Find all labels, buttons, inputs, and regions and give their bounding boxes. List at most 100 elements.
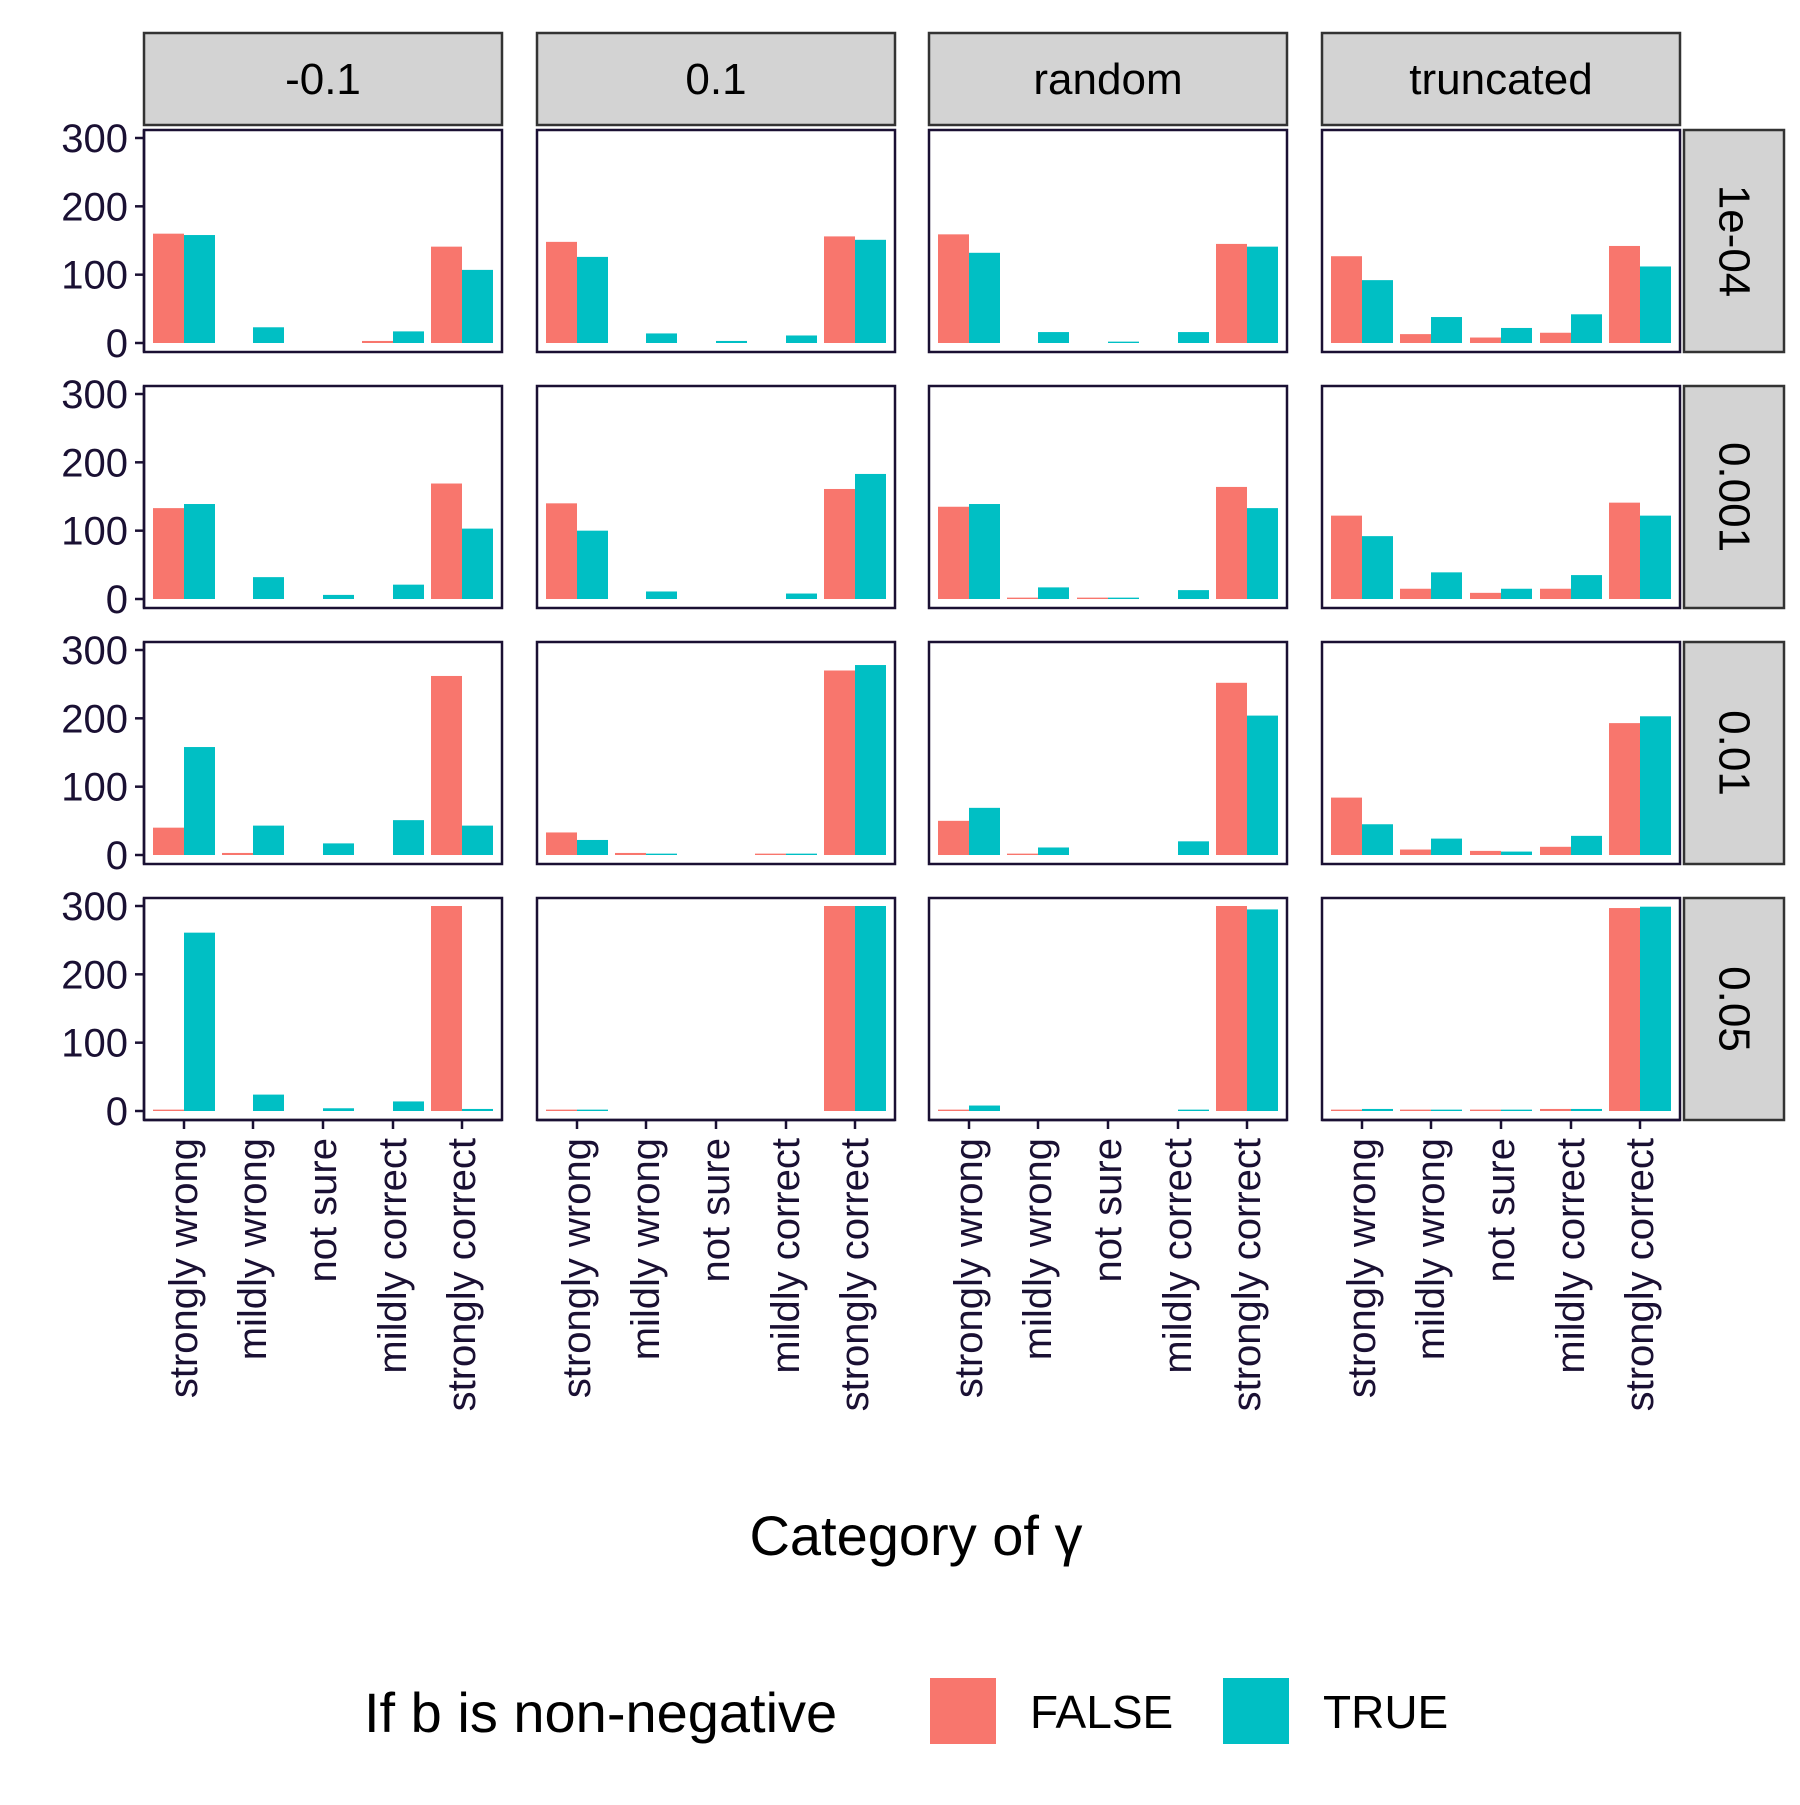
legend-entry-true: TRUE: [1223, 1678, 1448, 1744]
x-tick-label: strongly wrong: [555, 1138, 599, 1398]
panel-truncated-0.05: [1320, 896, 1682, 1122]
bar-true-strongly-wrong: [184, 504, 215, 599]
bar-false-mildly-wrong: [1400, 1109, 1431, 1111]
column-strip-background: [535, 31, 897, 127]
bar-false-strongly-correct: [824, 236, 855, 343]
column-strip-background: [142, 31, 504, 127]
bar-false-strongly-wrong: [1331, 256, 1362, 343]
row-strip: 1e-04: [1682, 128, 1786, 354]
bar-true-mildly-correct: [1571, 1108, 1602, 1111]
bar-true-mildly-wrong: [1038, 332, 1069, 343]
bar-false-strongly-wrong: [546, 241, 577, 343]
bar-true-strongly-wrong: [577, 256, 608, 343]
bar-true-not-sure: [323, 594, 354, 599]
bar-false-mildly-wrong: [1007, 853, 1038, 855]
y-tick-label: 300: [61, 373, 128, 417]
x-tick-label: mildly wrong: [624, 1138, 668, 1360]
x-tick-label: strongly correct: [833, 1138, 877, 1411]
panel-border: [1320, 384, 1682, 610]
y-tick-label: 300: [61, 629, 128, 673]
bar-true-mildly-wrong: [1431, 317, 1462, 343]
y-tick-label: 300: [61, 117, 128, 161]
bar-false-strongly-wrong: [546, 832, 577, 855]
bar-true-mildly-correct: [1178, 332, 1209, 343]
column-strip: -0.1: [142, 31, 504, 127]
bar-false-strongly-wrong: [153, 233, 184, 343]
y-tick-label: 200: [61, 441, 128, 485]
x-tick-label: not sure: [1479, 1138, 1523, 1283]
bar-false-strongly-correct: [1216, 243, 1247, 343]
legend-label: FALSE: [1030, 1686, 1173, 1738]
bar-false-strongly-correct: [431, 246, 462, 343]
bar-true-mildly-wrong: [1038, 587, 1069, 599]
bar-false-mildly-correct: [1540, 332, 1571, 343]
x-tick-label: mildly wrong: [1409, 1138, 1453, 1360]
bar-true-mildly-correct: [1571, 575, 1602, 599]
bar-true-not-sure: [323, 843, 354, 855]
x-tick-label: strongly wrong: [1340, 1138, 1384, 1398]
y-axis: 0 100 200 300: [61, 885, 146, 1134]
bar-false-mildly-wrong: [615, 852, 646, 855]
column-strip-label: -0.1: [285, 55, 361, 104]
y-tick-label: 0: [106, 1090, 128, 1134]
bar-true-strongly-wrong: [184, 235, 215, 343]
bar-false-strongly-wrong: [153, 1109, 184, 1111]
bar-false-not-sure: [1470, 1109, 1501, 1111]
legend-key: [1223, 1678, 1289, 1744]
bar-false-mildly-correct: [1540, 1108, 1571, 1111]
legend-title: If b is non-negative: [364, 1681, 837, 1744]
x-tick-label: not sure: [694, 1138, 738, 1283]
bar-true-mildly-wrong: [646, 333, 677, 343]
panel--0.1-0.001: [142, 384, 504, 610]
bar-true-mildly-correct: [393, 331, 424, 343]
bar-false-strongly-wrong: [153, 508, 184, 599]
panel-border: [1320, 640, 1682, 866]
y-tick-label: 100: [61, 766, 128, 810]
bar-true-strongly-wrong: [577, 530, 608, 599]
bar-true-not-sure: [1108, 341, 1139, 343]
legend-key: [930, 1678, 996, 1744]
bar-true-strongly-correct: [855, 473, 886, 599]
row-strip-background: [1682, 384, 1786, 610]
bar-false-strongly-wrong: [1331, 1109, 1362, 1111]
panel-border: [927, 640, 1289, 866]
legend-label: TRUE: [1323, 1686, 1448, 1738]
bar-true-strongly-correct: [462, 1108, 493, 1111]
x-axis: strongly wrong mildly wrong not sure mildly…: [929, 1118, 1287, 1411]
panel--0.1-0.01: [142, 640, 504, 866]
bar-false-strongly-correct: [1609, 908, 1640, 1111]
bar-false-strongly-wrong: [938, 506, 969, 599]
panels-layer: [142, 128, 1682, 1122]
bar-true-strongly-wrong: [969, 1105, 1000, 1111]
bar-true-mildly-correct: [1571, 314, 1602, 343]
bar-true-strongly-correct: [462, 269, 493, 343]
bar-true-strongly-correct: [1247, 508, 1278, 599]
panel-truncated-1e-04: [1320, 128, 1682, 354]
bar-false-mildly-correct: [1540, 588, 1571, 599]
panel--0.1-0.05: [142, 896, 504, 1122]
bar-false-mildly-wrong: [222, 852, 253, 855]
bar-true-mildly-wrong: [1038, 847, 1069, 855]
bar-true-mildly-wrong: [253, 577, 284, 599]
y-tick-label: 200: [61, 697, 128, 741]
bar-true-strongly-wrong: [969, 252, 1000, 343]
bar-false-mildly-wrong: [1400, 849, 1431, 855]
strips-layer: -0.1 0.1 random truncated 1e-04 0.001 0.01 0.05: [142, 31, 1786, 1122]
bar-true-strongly-wrong: [1362, 280, 1393, 343]
x-tick-label: mildly correct: [1156, 1138, 1200, 1374]
bar-false-strongly-correct: [1609, 502, 1640, 599]
panel-random-1e-04: [927, 128, 1289, 354]
y-tick-label: 100: [61, 254, 128, 298]
panel-truncated-0.001: [1320, 384, 1682, 610]
bar-true-strongly-wrong: [1362, 536, 1393, 599]
bar-true-strongly-correct: [855, 239, 886, 343]
row-strip: 0.01: [1682, 640, 1786, 866]
bar-true-strongly-wrong: [577, 1109, 608, 1111]
panel-0.1-0.001: [535, 384, 897, 610]
x-axis: strongly wrong mildly wrong not sure mildly…: [1322, 1118, 1680, 1411]
bar-true-strongly-correct: [855, 665, 886, 855]
bar-true-mildly-correct: [1178, 590, 1209, 599]
x-tick-label: strongly correct: [1225, 1138, 1269, 1411]
